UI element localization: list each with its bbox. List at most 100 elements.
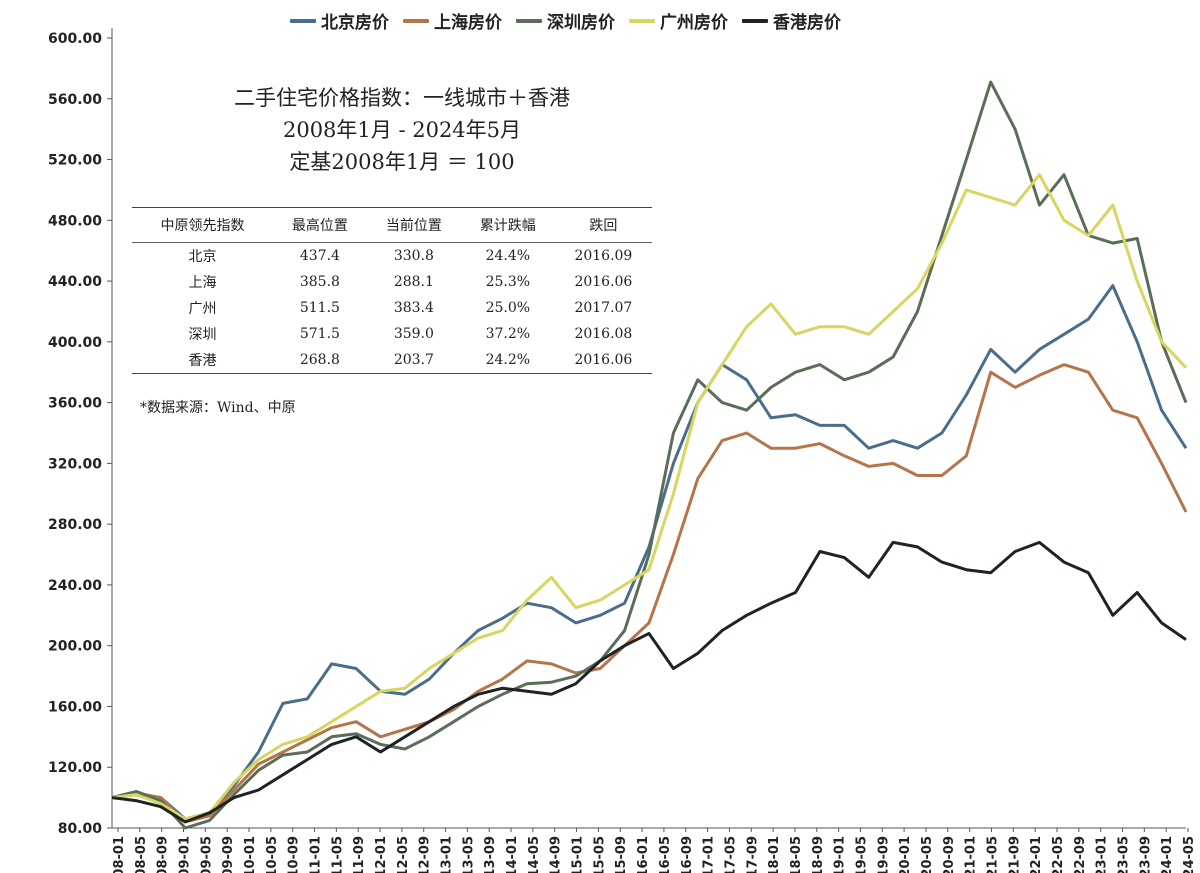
info-panel: 二手住宅价格指数：一线城市＋香港 2008年1月 - 2024年5月 定基200… [132, 82, 652, 416]
y-tick-label: 120.00 [48, 760, 102, 776]
table-cell: 511.5 [299, 300, 340, 316]
data-source-note: *数据来源：Wind、中原 [140, 400, 296, 416]
x-tick-label: 19-09 [876, 836, 891, 873]
x-tick-label: 13-05 [461, 836, 476, 873]
table-cell: 24.4% [485, 248, 531, 264]
table-row: 香港 268.8 203.7 24.2% 2016.06 [132, 347, 652, 374]
table-body: 北京 437.4 330.8 24.4% 2016.09 上海 385.8 288.1 25.3… [132, 243, 652, 374]
x-tick-label: 09-09 [221, 836, 236, 873]
legend-label: 北京房价 [321, 13, 389, 33]
legend-swatch [290, 18, 316, 23]
x-tick-label: 22-05 [1051, 836, 1066, 873]
table-cell: 广州 [188, 301, 217, 317]
x-tick-label: 17-01 [702, 836, 717, 873]
y-tick-label: 240.00 [48, 578, 102, 594]
legend-swatch [516, 18, 542, 23]
x-tick-label: 19-01 [833, 836, 848, 873]
table-header-row: 中原领先指数 最高位置 当前位置 累计跌幅 跌回 [132, 207, 652, 243]
header-cell: 跌回 [554, 207, 652, 243]
legend-item: 深圳房价 [516, 8, 615, 33]
x-tick-label: 11-05 [330, 836, 345, 873]
x-tick-label: 18-05 [789, 836, 804, 873]
x-tick-label: 09-01 [178, 836, 193, 873]
series-line-2 [111, 80, 1188, 830]
table-cell: 2016.08 [574, 326, 633, 342]
legend-label: 广州房价 [660, 13, 728, 33]
x-tick-label: 16-01 [636, 836, 651, 873]
x-tick-label: 11-09 [352, 836, 367, 873]
table-cell: 2017.07 [574, 300, 633, 316]
table-cell: 2016.06 [574, 274, 633, 290]
y-tick-label: 440.00 [48, 274, 102, 290]
table-cell: 203.7 [366, 347, 461, 374]
panel-title-line2: 2008年1月 - 2024年5月 [282, 118, 522, 142]
legend-item: 北京房价 [290, 8, 389, 33]
x-tick-label: 08-05 [134, 836, 149, 873]
y-tick-label: 280.00 [48, 517, 102, 533]
x-tick-label: 10-05 [265, 836, 280, 873]
x-tick-label: 21-01 [964, 836, 979, 873]
x-tick-label: 15-05 [592, 836, 607, 873]
x-tick-label: 22-09 [1073, 836, 1088, 873]
x-tick-label: 13-01 [440, 836, 455, 873]
x-tick-label: 11-01 [309, 836, 324, 873]
x-tick-label: 09-05 [199, 836, 214, 873]
y-tick-label: 520.00 [48, 153, 102, 169]
legend-swatch [742, 18, 768, 23]
table-cell: 571.5 [299, 326, 340, 342]
x-tick-label: 23-05 [1116, 836, 1131, 873]
y-tick-label: 320.00 [48, 456, 102, 472]
header-cell: 当前位置 [366, 207, 461, 243]
x-tick-label: 20-05 [920, 836, 935, 873]
series-lines [111, 80, 1188, 830]
legend-swatch [629, 18, 655, 23]
x-tick-label: 08-01 [112, 836, 127, 873]
x-tick-label: 24-05 [1182, 836, 1197, 873]
legend-item: 广州房价 [629, 8, 728, 33]
series-line-3 [111, 173, 1188, 821]
x-tick-label: 13-09 [483, 836, 498, 873]
y-tick-label: 480.00 [48, 213, 102, 229]
x-tick-label: 21-09 [1007, 836, 1022, 873]
table-cell: 359.0 [393, 326, 434, 342]
legend-label: 深圳房价 [547, 13, 615, 33]
x-tick-label: 17-05 [723, 836, 738, 873]
x-tick-label: 18-09 [811, 836, 826, 873]
table-cell: 24.2% [460, 347, 555, 374]
legend-swatch [403, 18, 429, 23]
x-tick-label: 12-09 [418, 836, 433, 873]
table-row: 广州 511.5 383.4 25.0% 2017.07 [132, 295, 652, 321]
table-cell: 25.3% [485, 274, 531, 290]
table-cell: 330.8 [393, 248, 434, 264]
table-cell: 437.4 [299, 248, 340, 264]
x-tick-label: 16-05 [658, 836, 673, 873]
x-tick-label: 22-01 [1029, 836, 1044, 873]
table-cell: 2016.06 [554, 347, 652, 374]
table-row: 北京 437.4 330.8 24.4% 2016.09 [132, 243, 652, 270]
x-tick-label: 14-01 [505, 836, 520, 873]
table-cell: 2016.09 [574, 248, 633, 264]
table-cell: 香港 [132, 347, 273, 374]
x-tick-label: 12-05 [396, 836, 411, 873]
y-tick-label: 560.00 [48, 92, 102, 108]
table-cell: 上海 [188, 275, 217, 291]
legend-label: 香港房价 [773, 13, 841, 33]
axes: 80.00 120.00 160.00 200.00 240.00 280.00 320.0… [48, 28, 1197, 873]
table-cell: 37.2% [485, 326, 531, 342]
y-tick-label: 80.00 [58, 821, 103, 837]
x-tick-label: 16-09 [680, 836, 695, 873]
table-row: 深圳 571.5 359.0 37.2% 2016.08 [132, 321, 652, 347]
header-cell: 最高位置 [272, 207, 367, 243]
x-tick-label: 14-09 [549, 836, 564, 873]
x-tick-label: 12-01 [374, 836, 389, 873]
legend-label: 上海房价 [434, 13, 502, 33]
table-cell: 385.8 [299, 274, 340, 290]
y-tick-label: 200.00 [48, 639, 102, 655]
x-tick-label: 10-09 [287, 836, 302, 873]
x-tick-label: 14-05 [527, 836, 542, 873]
x-tick-label: 20-01 [898, 836, 913, 873]
legend-item: 香港房价 [742, 8, 841, 33]
x-tick-label: 23-09 [1138, 836, 1153, 873]
header-cell: 累计跌幅 [460, 207, 555, 243]
